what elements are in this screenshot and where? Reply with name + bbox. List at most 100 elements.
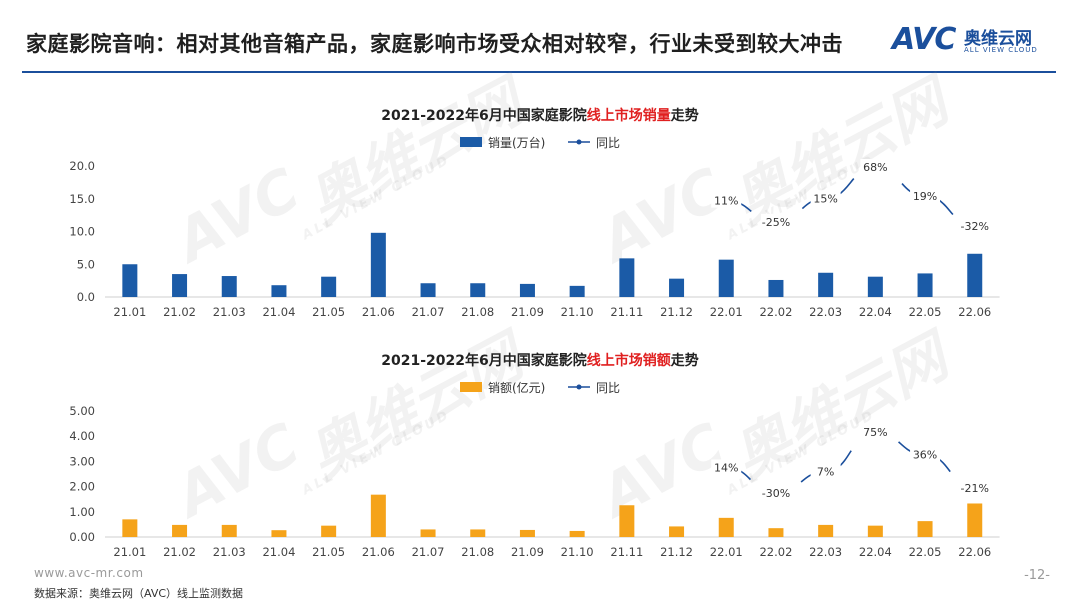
legend-line-label: 同比	[596, 381, 620, 395]
bar	[321, 525, 337, 537]
x-tick-label: 21.04	[262, 545, 295, 559]
bar	[221, 524, 237, 537]
yoy-label-bg	[959, 479, 990, 495]
logo-cn: 奥维云网	[964, 29, 1032, 49]
x-tick-label: 21.01	[113, 305, 146, 319]
x-tick-label: 21.03	[213, 305, 246, 319]
yoy-label-bg	[910, 187, 941, 203]
legend-bar-label: 销量(万台)	[488, 135, 545, 150]
y-tick-label: 0.00	[69, 530, 95, 544]
x-tick-label: 21.02	[163, 545, 196, 559]
y-tick-label: 2.00	[69, 480, 95, 494]
yoy-label-bg	[910, 446, 941, 462]
bar	[370, 232, 386, 297]
legend-bar-label: 销额(亿元)	[488, 380, 545, 395]
chart-title-part: 2021-2022年6月中国家庭影院	[381, 107, 586, 124]
yoy-label: 7%	[817, 466, 834, 479]
yoy-label: 36%	[913, 449, 937, 462]
yoy-label-bg	[760, 485, 791, 500]
bar	[669, 526, 685, 537]
x-tick-label: 21.07	[412, 305, 445, 319]
bar	[967, 253, 983, 297]
footer-source: 数据来源：奥维云网（AVC）线上监测数据	[34, 587, 244, 600]
x-tick-label: 22.01	[710, 305, 743, 319]
bar	[122, 264, 138, 297]
yoy-line	[726, 431, 975, 494]
bar	[519, 529, 535, 537]
bar	[470, 529, 486, 537]
logo-en: ALL VIEW CLOUD	[964, 46, 1038, 54]
bar	[122, 519, 138, 537]
x-tick-label: 21.06	[362, 545, 395, 559]
y-tick-label: 5.00	[69, 404, 95, 418]
legend-bar-swatch	[460, 137, 482, 147]
yoy-label-bg	[711, 192, 742, 208]
yoy-label-bg	[959, 218, 990, 233]
chart-title-part: 走势	[671, 352, 699, 369]
bar	[718, 517, 734, 537]
x-tick-label: 21.09	[511, 305, 544, 319]
bar	[221, 276, 237, 297]
avc-logo: AVC 奥维云网 ALL VIEW CLOUD	[892, 22, 1062, 62]
legend-line-marker	[576, 384, 582, 390]
yoy-label-bg	[760, 213, 791, 229]
x-tick-label: 22.04	[859, 545, 892, 559]
bar	[619, 505, 635, 537]
chart-title-part: 2021-2022年6月中国家庭影院	[381, 352, 586, 369]
yoy-label-bg	[860, 424, 891, 439]
legend-line-marker	[576, 139, 582, 145]
x-tick-label: 22.05	[909, 305, 942, 319]
x-tick-label: 21.05	[312, 305, 345, 319]
bar	[172, 524, 188, 537]
yoy-label: -25%	[762, 216, 790, 229]
y-tick-label: 10.0	[69, 225, 95, 239]
bar	[519, 283, 535, 297]
x-tick-label: 21.12	[660, 305, 693, 319]
x-tick-label: 22.02	[759, 545, 792, 559]
bar	[271, 285, 287, 297]
page-title: 家庭影院音响：相对其他音箱产品，家庭影响市场受众相对较窄，行业未受到较大冲击	[26, 32, 843, 56]
x-tick-label: 21.05	[312, 545, 345, 559]
x-tick-label: 21.06	[362, 305, 395, 319]
chart-title: 2021-2022年6月中国家庭影院线上市场销额走势	[381, 352, 698, 369]
yoy-label: -21%	[961, 482, 989, 495]
x-tick-label: 21.01	[113, 545, 146, 559]
bar	[420, 283, 436, 297]
x-tick-label: 21.03	[213, 545, 246, 559]
yoy-label: 11%	[714, 195, 738, 208]
yoy-label: 68%	[863, 161, 887, 174]
bar	[768, 528, 784, 537]
logo-mark: AVC	[892, 22, 956, 57]
x-tick-label: 21.04	[262, 305, 295, 319]
y-tick-label: 1.00	[69, 505, 95, 519]
y-tick-label: 15.0	[69, 192, 95, 206]
x-tick-label: 21.10	[561, 545, 594, 559]
bar	[271, 530, 287, 537]
chart-title-part: 走势	[671, 107, 699, 124]
yoy-label: -30%	[762, 487, 790, 500]
x-tick-label: 21.09	[511, 545, 544, 559]
bar	[172, 274, 188, 297]
page-number: -12-	[1024, 568, 1050, 583]
y-tick-label: 0.0	[77, 290, 95, 304]
x-tick-label: 22.02	[759, 305, 792, 319]
x-tick-label: 21.07	[412, 545, 445, 559]
x-tick-label: 22.03	[809, 305, 842, 319]
bar	[420, 529, 436, 537]
y-tick-label: 5.0	[77, 257, 95, 271]
yoy-label: 75%	[863, 426, 887, 439]
yoy-label-bg	[860, 159, 891, 174]
yoy-label: 15%	[813, 192, 837, 205]
bar	[321, 276, 337, 297]
x-tick-label: 21.11	[610, 305, 643, 319]
chart-title-highlight: 线上市场销额	[587, 352, 671, 369]
y-tick-label: 3.00	[69, 454, 95, 468]
yoy-label-bg	[810, 190, 841, 206]
chart-title-highlight: 线上市场销量	[587, 107, 671, 124]
bar	[669, 278, 685, 297]
bar	[818, 272, 834, 297]
bar	[768, 279, 784, 297]
x-tick-label: 22.06	[958, 545, 991, 559]
